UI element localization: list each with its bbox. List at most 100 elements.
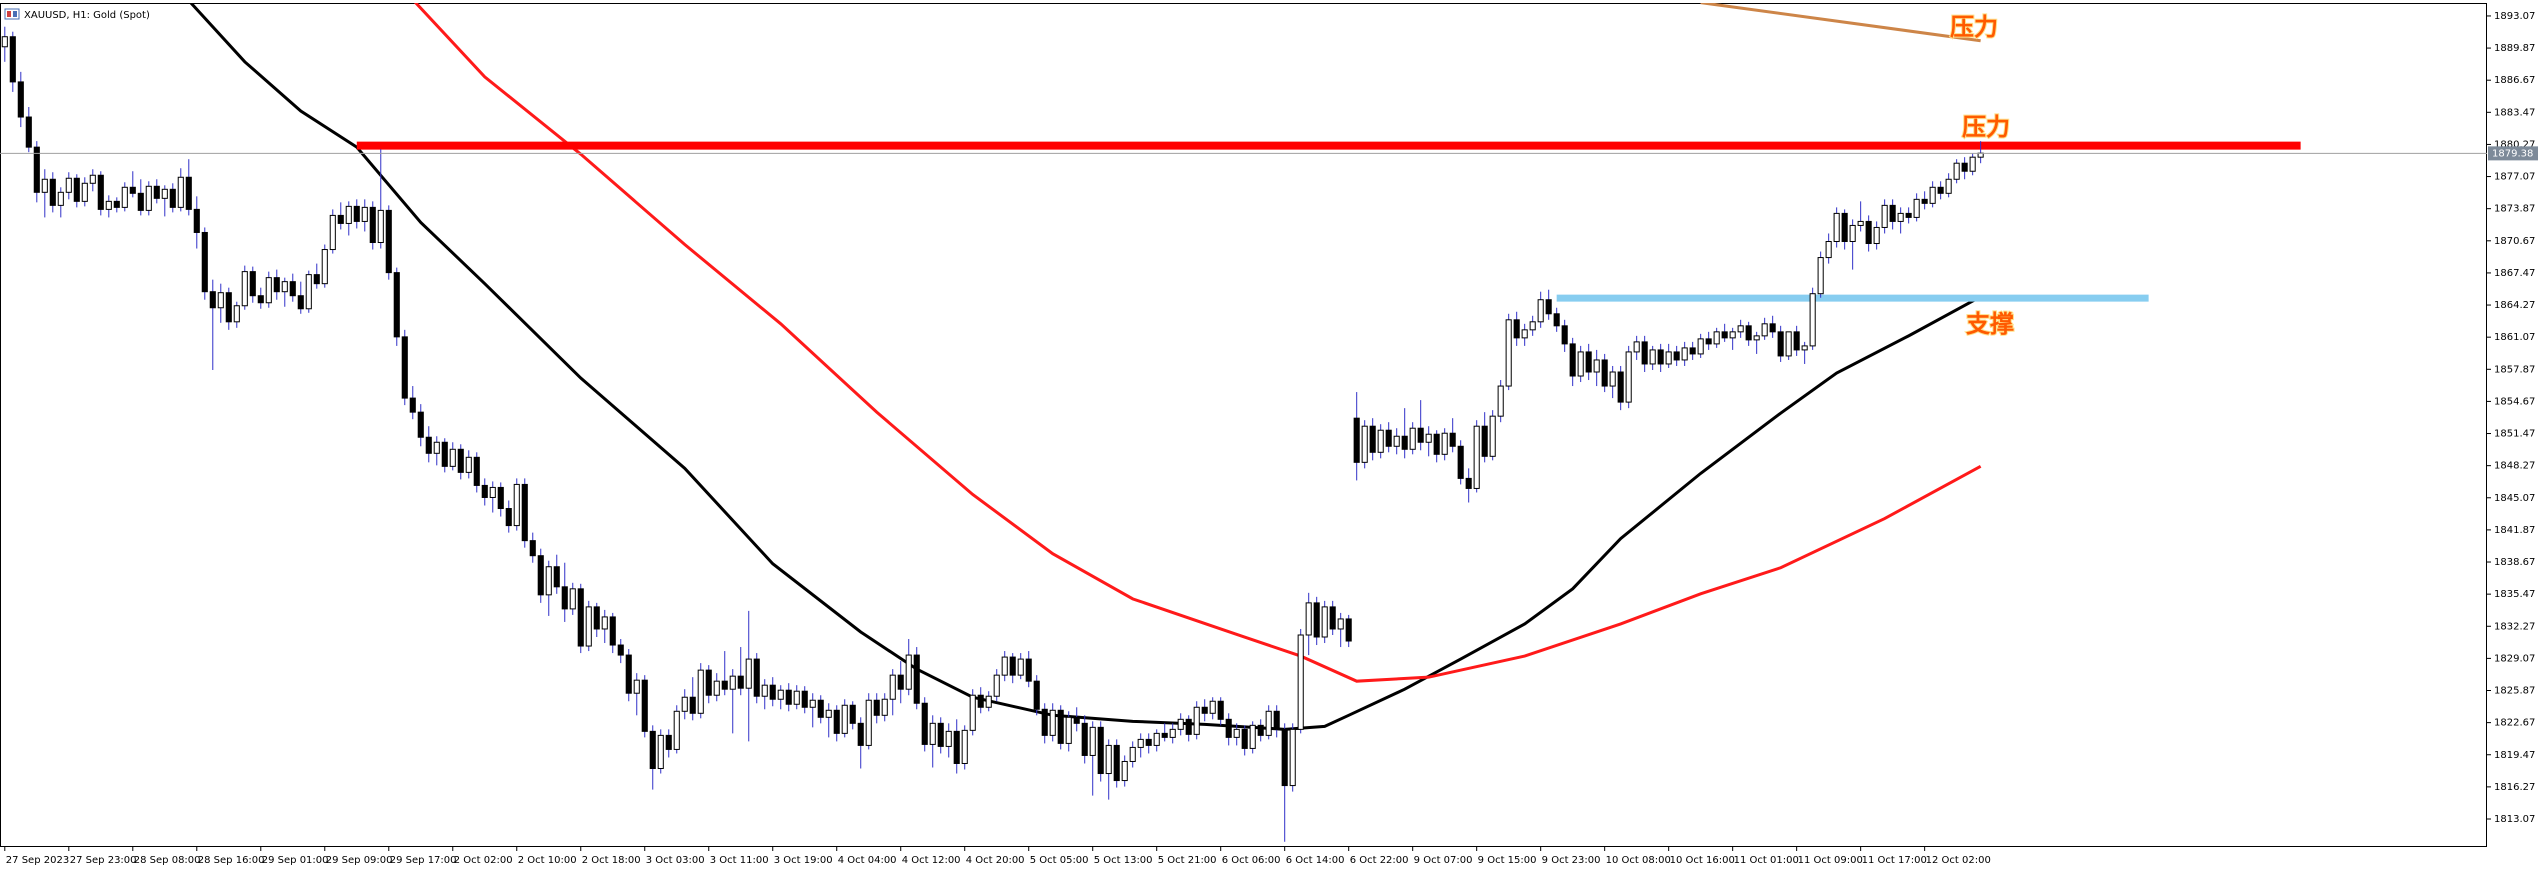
x-tick-label: 11 Oct 17:00 — [1862, 855, 1927, 866]
candle-body — [1881, 204, 1888, 228]
y-tick-label: 1854.67 — [2494, 396, 2535, 407]
candle-body — [1849, 224, 1856, 243]
symbol-icon-part — [7, 11, 11, 17]
candle-body — [481, 484, 488, 498]
candle-body — [113, 200, 120, 208]
candle-body — [801, 690, 808, 708]
y-tick-label: 1829.07 — [2494, 653, 2535, 664]
candle-body — [1193, 706, 1200, 735]
candle-body — [1561, 325, 1568, 345]
candle-body — [465, 456, 472, 473]
candle-body — [17, 81, 24, 118]
candle-body — [873, 699, 880, 716]
candle-body — [697, 669, 704, 714]
candle-body — [1545, 299, 1552, 315]
candle-body — [705, 669, 712, 696]
x-tick-label: 3 Oct 19:00 — [774, 855, 833, 866]
candle-body — [929, 722, 936, 745]
candle-body — [1321, 606, 1328, 638]
candle-body — [961, 729, 968, 764]
candle-body — [161, 188, 168, 199]
candle-body — [529, 540, 536, 557]
candle-body — [1553, 313, 1560, 327]
candle-body — [9, 36, 16, 83]
candle-body — [57, 191, 64, 206]
candle-body — [689, 696, 696, 714]
x-tick-label: 27 Sep 2023 — [6, 855, 69, 866]
symbol-icon — [4, 8, 20, 20]
candle-body — [889, 674, 896, 700]
candle-body — [993, 674, 1000, 697]
candle-body — [865, 699, 872, 746]
candle-body — [497, 486, 504, 510]
y-tick-label: 1822.67 — [2494, 718, 2535, 729]
candle-body — [409, 397, 416, 413]
candle-body — [193, 208, 200, 233]
candle-body — [729, 675, 736, 690]
candle-body — [1929, 186, 1936, 204]
candle-body — [1049, 709, 1056, 736]
candle-body — [1065, 716, 1072, 744]
candle-body — [1257, 724, 1264, 736]
candle-body — [513, 483, 520, 527]
candle-body — [1265, 710, 1272, 736]
candle-body — [1625, 351, 1632, 403]
candle-body — [1665, 351, 1672, 365]
candle-body — [177, 176, 184, 208]
candle-body — [1505, 319, 1512, 387]
symbol-icon-part — [13, 11, 17, 17]
candle-body — [761, 684, 768, 697]
y-tick-label: 1835.47 — [2494, 589, 2535, 600]
candle-body — [1489, 415, 1496, 457]
x-tick-label: 10 Oct 08:00 — [1606, 855, 1671, 866]
x-tick-label: 29 Sep 01:00 — [262, 855, 329, 866]
candle-body — [1593, 359, 1600, 373]
candle-body — [1577, 351, 1584, 377]
candle-body — [1753, 335, 1760, 341]
candle-body — [1633, 341, 1640, 353]
candle-body — [1473, 425, 1480, 489]
y-tick-label: 1889.87 — [2494, 43, 2535, 54]
candle-body — [713, 680, 720, 696]
candle-body — [1745, 325, 1752, 341]
candle-body — [1801, 345, 1808, 351]
candle-body — [1689, 347, 1696, 355]
candle-body — [81, 182, 88, 202]
candle-body — [321, 249, 328, 285]
candle-body — [1097, 726, 1104, 775]
candle-body — [201, 231, 208, 293]
candle-body — [1105, 744, 1112, 775]
candle-body — [25, 116, 32, 148]
candle-body — [1073, 716, 1080, 724]
x-tick-label: 5 Oct 13:00 — [1094, 855, 1153, 866]
candle-body — [209, 291, 216, 309]
candle-body — [777, 689, 784, 700]
candle-body — [1329, 606, 1336, 630]
candle-body — [617, 644, 624, 656]
candle-body — [1737, 325, 1744, 333]
candle-body — [145, 185, 152, 211]
x-tick-label: 29 Sep 09:00 — [326, 855, 393, 866]
candle-body — [1729, 331, 1736, 339]
candle-body — [1233, 728, 1240, 738]
candle-body — [1785, 331, 1792, 357]
candle-body — [1385, 429, 1392, 447]
candle-body — [1161, 732, 1168, 738]
candle-body — [1273, 710, 1280, 730]
x-tick-label: 4 Oct 20:00 — [966, 855, 1025, 866]
y-tick-label: 1851.47 — [2494, 429, 2535, 440]
x-tick-label: 6 Oct 06:00 — [1222, 855, 1281, 866]
candle-body — [1945, 178, 1952, 194]
candle-body — [1705, 338, 1712, 345]
candle-body — [1409, 427, 1416, 450]
candle-body — [1681, 347, 1688, 361]
candle-body — [809, 699, 816, 708]
y-tick-label: 1857.87 — [2494, 364, 2535, 375]
x-tick-label: 28 Sep 08:00 — [134, 855, 201, 866]
candle-body — [257, 295, 264, 304]
candle-body — [1713, 331, 1720, 345]
candle-body — [65, 177, 72, 193]
x-tick-label: 6 Oct 14:00 — [1286, 855, 1345, 866]
candle-body — [1313, 602, 1320, 638]
candle-body — [1857, 220, 1864, 226]
